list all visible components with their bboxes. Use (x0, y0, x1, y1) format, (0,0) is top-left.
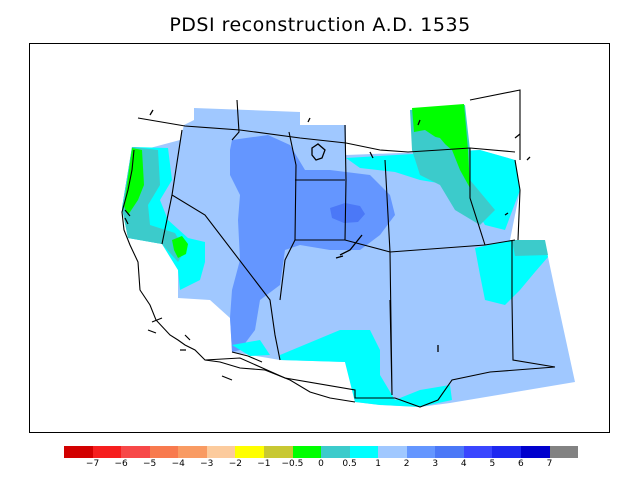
legend-tick-label: −2 (228, 459, 242, 469)
region-cyan-south-west (232, 340, 270, 356)
legend-swatch (378, 446, 407, 458)
legend-tick-label: −5 (143, 459, 157, 469)
map-frame (29, 43, 610, 433)
legend-tick-label: −6 (114, 459, 128, 469)
legend-swatch (549, 446, 579, 458)
legend-tick-label: 6 (518, 459, 524, 469)
region-teal-northeast-inner (414, 132, 450, 150)
region-teal-east-strip (512, 240, 548, 256)
legend-swatch (149, 446, 179, 458)
legend-tick-label: 0.5 (342, 459, 357, 469)
legend-tick-label: 5 (489, 459, 496, 469)
legend-color-bar (64, 446, 579, 458)
legend-tick-label: 1 (375, 459, 381, 469)
legend-tick-label: −3 (200, 459, 214, 469)
legend-tick-label: 4 (460, 459, 467, 469)
legend-tick-label: 3 (432, 459, 439, 469)
state-lines (161, 89, 556, 396)
coastal-islands (124, 209, 233, 381)
legend-swatch (121, 446, 150, 458)
legend-swatch (406, 446, 436, 458)
legend-swatch (321, 446, 350, 458)
legend-swatch (463, 446, 493, 458)
legend-swatch (64, 446, 93, 458)
legend-swatch (92, 446, 122, 458)
great-salt-lake (311, 143, 326, 161)
region-green-northeast (412, 104, 470, 188)
region-green-west-coast (124, 148, 144, 215)
legend-swatch (292, 446, 322, 458)
legend-tick-label: 0 (318, 459, 324, 469)
border-mexico (204, 357, 556, 408)
legend-swatch (492, 446, 521, 458)
legend-swatch (206, 446, 236, 458)
region-green-west-spot (172, 236, 188, 258)
region-cyan-south (280, 330, 452, 407)
legend-swatch (263, 446, 293, 458)
legend-swatch (435, 446, 464, 458)
legend-tick-label: −7 (85, 459, 100, 469)
legend-swatch (521, 446, 550, 458)
region-teal-northeast (410, 105, 495, 225)
legend-tick-label: 7 (546, 459, 553, 469)
legend-tick-label: 2 (403, 459, 410, 469)
legend-swatch (235, 446, 264, 458)
page-title: PDSI reconstruction A.D. 1535 (169, 14, 471, 36)
region-medium-blue (230, 135, 395, 352)
legend-tick-label: −4 (171, 459, 185, 469)
legend-swatch (178, 446, 207, 458)
lake-marks (149, 109, 531, 352)
border-canada (137, 117, 516, 153)
region-blue-core (330, 203, 365, 223)
legend-tick-label: −1 (257, 459, 271, 469)
legend-swatch (349, 446, 379, 458)
legend-labels: −7 −6 −5 −4 −3 −2 −1 −0.5 0 0.5 1 2 3 4 5 6 7 (0, 459, 640, 473)
legend-tick-label: −0.5 (281, 459, 304, 469)
